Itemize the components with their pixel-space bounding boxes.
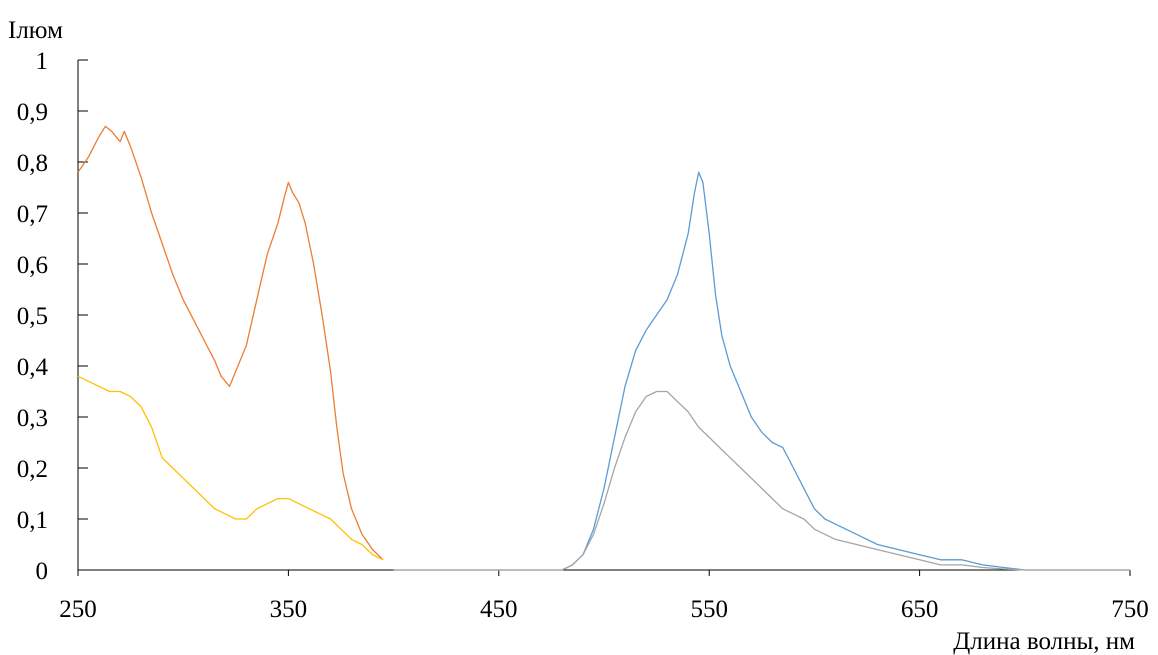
y-tick-label: 0,9 (17, 99, 48, 126)
y-tick-label: 0 (36, 558, 49, 585)
x-tick-label: 350 (270, 596, 308, 623)
y-tick-label: 0,2 (17, 456, 48, 483)
series-group (77, 125, 1130, 571)
x-ticks: 250 350 450 550 650 750 (59, 570, 1149, 623)
x-axis-title: Длина волны, нм (953, 628, 1135, 655)
y-tick-label: 0,1 (17, 507, 48, 534)
y-tick-label: 0,6 (17, 252, 48, 279)
series-line-2 (77, 375, 384, 561)
x-tick-label: 250 (59, 596, 97, 623)
series-line-3 (393, 171, 1130, 571)
y-axis-title: Iлюм (8, 17, 63, 44)
axes: 0 0,1 0,2 0,3 0,4 0,5 0,6 0,7 0,8 0,9 1 250 350 450 5… (17, 48, 1149, 623)
series-line-4 (393, 390, 1130, 571)
x-tick-label: 550 (690, 596, 728, 623)
y-tick-label: 0,5 (17, 303, 48, 330)
x-tick-label: 650 (901, 596, 939, 623)
x-tick-label: 450 (480, 596, 518, 623)
series-line-1 (77, 125, 384, 561)
y-tick-label: 0,8 (17, 150, 48, 177)
x-tick-label: 750 (1111, 596, 1149, 623)
y-tick-label: 0,7 (17, 201, 48, 228)
y-ticks: 0 0,1 0,2 0,3 0,4 0,5 0,6 0,7 0,8 0,9 1 (17, 48, 88, 585)
y-tick-label: 0,4 (17, 354, 49, 381)
y-tick-label: 0,3 (17, 405, 48, 432)
y-tick-label: 1 (36, 48, 49, 75)
